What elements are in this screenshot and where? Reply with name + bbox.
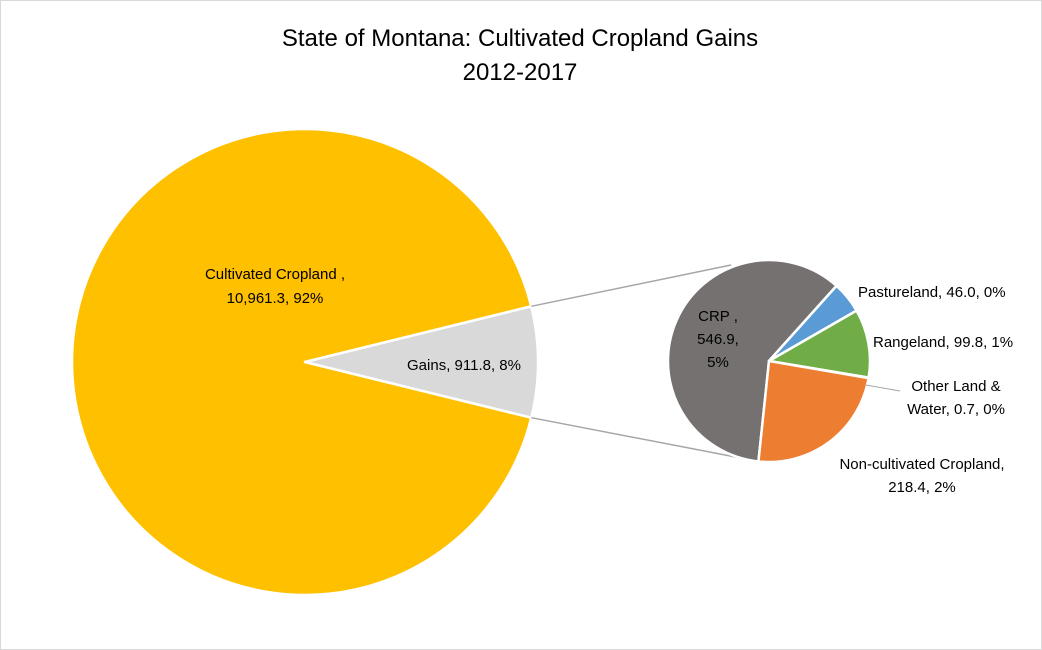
label-other-land-value: Water, 0.7, 0% xyxy=(907,401,1005,418)
slice-crp xyxy=(666,258,838,463)
slice-gains xyxy=(303,305,540,419)
chart-subtitle: 2012-2017 xyxy=(462,59,578,86)
secondary-pie xyxy=(666,258,872,464)
label-crp-name: CRP , xyxy=(698,308,738,325)
connector-line-top xyxy=(531,264,732,308)
connector-line-bottom xyxy=(531,416,752,461)
label-rangeland: Rangeland, 99.8, 1% xyxy=(873,334,1013,351)
slice-non-cultivated-cropland xyxy=(757,359,870,464)
label-non-cultivated-value: 218.4, 2% xyxy=(888,479,956,496)
primary-pie xyxy=(70,127,540,597)
chart-title: State of Montana: Cultivated Cropland Ga… xyxy=(0,22,1040,90)
label-cultivated-cropland-value: 10,961.3, 92% xyxy=(227,290,324,307)
label-non-cultivated-name: Non-cultivated Cropland, xyxy=(839,456,1004,473)
label-crp-value: 546.9, xyxy=(697,331,739,348)
label-pastureland: Pastureland, 46.0, 0% xyxy=(858,284,1006,301)
leader-line-other-land xyxy=(865,384,901,392)
label-gains: Gains, 911.8, 8% xyxy=(407,357,521,374)
slice-rangeland xyxy=(767,309,872,379)
label-cultivated-cropland-name: Cultivated Cropland , xyxy=(205,266,345,283)
data-labels: Cultivated Cropland , 10,961.3, 92% Gain… xyxy=(205,266,1013,496)
slice-cultivated-cropland xyxy=(70,127,533,597)
label-crp-percent: 5% xyxy=(707,354,729,371)
chart-title-line1: State of Montana: Cultivated Cropland Ga… xyxy=(281,25,759,52)
label-other-land-name: Other Land & xyxy=(911,378,1000,395)
connector-lines xyxy=(531,264,752,461)
